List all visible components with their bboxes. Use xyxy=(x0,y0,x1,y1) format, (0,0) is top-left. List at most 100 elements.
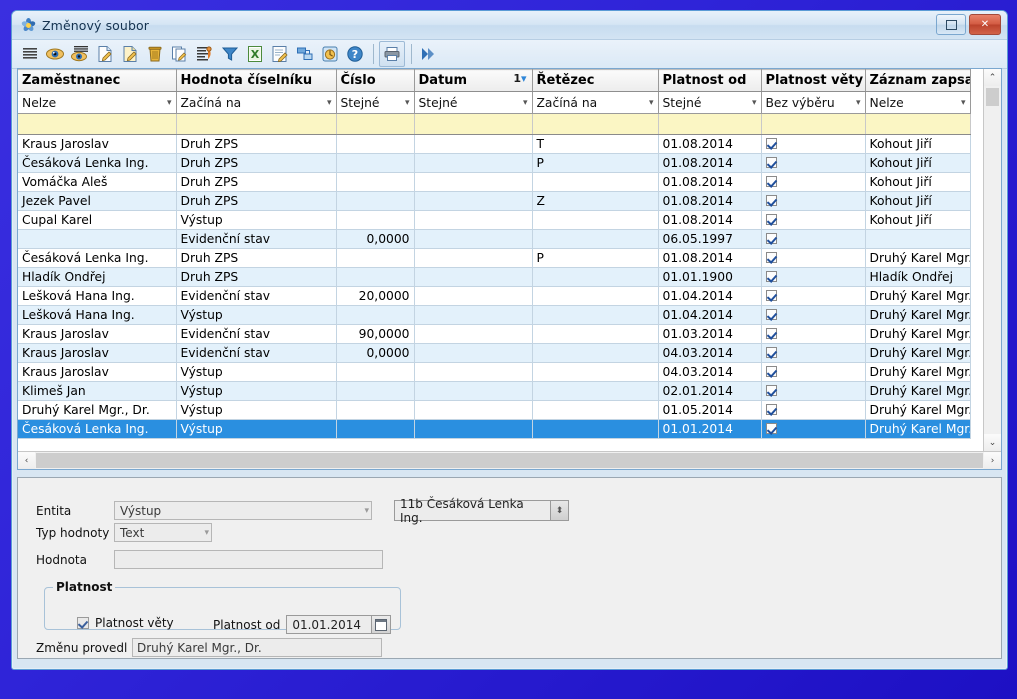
cell-datum[interactable] xyxy=(414,343,533,363)
cell-platnost_vety[interactable] xyxy=(761,324,866,344)
cell-datum[interactable] xyxy=(414,419,533,439)
view-icon[interactable] xyxy=(43,42,67,66)
cell-zamestnanec[interactable]: Hladík Ondřej xyxy=(18,267,177,287)
cell-retezec[interactable]: P xyxy=(532,248,659,268)
table-row[interactable]: Kraus Jaroslav Evidenční stav 90,0000 01.03… xyxy=(18,324,971,344)
cell-retezec[interactable] xyxy=(532,362,659,382)
lookup-button-icon[interactable]: ⬍ xyxy=(550,501,568,520)
cell-cislo[interactable] xyxy=(336,153,415,173)
record-valid-checkbox[interactable] xyxy=(765,347,777,358)
scroll-right-button[interactable]: › xyxy=(984,452,1001,469)
sort-indicator[interactable]: 1▾ xyxy=(513,72,527,85)
column-header-0[interactable]: Zaměstnanec xyxy=(18,69,177,92)
cell-datum[interactable] xyxy=(414,172,533,192)
cell-datum[interactable] xyxy=(414,381,533,401)
cell-retezec[interactable]: Z xyxy=(532,191,659,211)
restore-button[interactable] xyxy=(936,14,966,35)
column-header-6[interactable]: Platnost věty xyxy=(761,69,866,92)
cell-zapsal[interactable]: Kohout Jiří xyxy=(865,210,971,230)
filter-value-input-5[interactable] xyxy=(658,113,762,135)
cell-retezec[interactable] xyxy=(532,324,659,344)
record-valid-checkbox[interactable] xyxy=(765,309,777,320)
cell-retezec[interactable] xyxy=(532,267,659,287)
filter-value-input-6[interactable] xyxy=(761,113,866,135)
cell-hodnota[interactable]: Evidenční stav xyxy=(176,229,337,249)
vertical-scroll-thumb[interactable] xyxy=(986,88,999,106)
cell-cislo[interactable] xyxy=(336,267,415,287)
scroll-left-button[interactable]: ‹ xyxy=(18,452,35,469)
cell-zapsal[interactable]: Kohout Jiří xyxy=(865,134,971,154)
table-row[interactable]: Lešková Hana Ing. Evidenční stav 20,0000 01… xyxy=(18,286,971,306)
cell-platnost_vety[interactable] xyxy=(761,286,866,306)
filter-operator-cell-4[interactable]: Začíná na ▾ xyxy=(532,91,659,114)
horizontal-scroll-thumb[interactable] xyxy=(36,453,983,468)
cell-datum[interactable] xyxy=(414,229,533,249)
cell-platnost_vety[interactable] xyxy=(761,362,866,382)
filter-operator-cell-0[interactable]: Nelze ▾ xyxy=(18,91,177,114)
cell-cislo[interactable] xyxy=(336,381,415,401)
platnost-vety-checkbox-row[interactable]: Platnost věty xyxy=(77,616,174,630)
platnost-od-datefield[interactable]: 01.01.2014 xyxy=(286,615,392,634)
filter-operator-select[interactable]: Začíná na ▾ xyxy=(177,93,336,113)
cell-platnost_od[interactable]: 01.08.2014 xyxy=(658,134,762,154)
cell-platnost_vety[interactable] xyxy=(761,419,866,439)
record-valid-checkbox[interactable] xyxy=(765,271,777,282)
cell-cislo[interactable] xyxy=(336,419,415,439)
record-valid-checkbox[interactable] xyxy=(765,385,777,396)
cell-platnost_vety[interactable] xyxy=(761,229,866,249)
cell-platnost_od[interactable]: 01.08.2014 xyxy=(658,172,762,192)
cell-hodnota[interactable]: Evidenční stav xyxy=(176,286,337,306)
cell-zapsal[interactable] xyxy=(865,229,971,249)
filter-value-input-0[interactable] xyxy=(18,113,177,135)
new-document-icon[interactable] xyxy=(93,42,117,66)
edit-document-icon[interactable] xyxy=(118,42,142,66)
cell-datum[interactable] xyxy=(414,210,533,230)
filter-operator-cell-6[interactable]: Bez výběru ▾ xyxy=(761,91,866,114)
cell-platnost_od[interactable]: 04.03.2014 xyxy=(658,362,762,382)
cell-platnost_od[interactable]: 01.08.2014 xyxy=(658,210,762,230)
cell-zapsal[interactable]: Druhý Karel Mgr., xyxy=(865,381,971,401)
filter-operator-select[interactable]: Bez výběru ▾ xyxy=(762,93,865,113)
cell-hodnota[interactable]: Druh ZPS xyxy=(176,267,337,287)
cell-zapsal[interactable]: Druhý Karel Mgr., xyxy=(865,419,971,439)
cell-retezec[interactable]: P xyxy=(532,153,659,173)
cell-hodnota[interactable]: Výstup xyxy=(176,362,337,382)
record-valid-checkbox[interactable] xyxy=(765,404,777,415)
cell-zapsal[interactable]: Kohout Jiří xyxy=(865,172,971,192)
next-icon[interactable] xyxy=(417,42,441,66)
table-row[interactable]: Jezek Pavel Druh ZPS Z 01.08.2014 Kohout Jiř… xyxy=(18,191,971,211)
record-valid-checkbox[interactable] xyxy=(765,290,777,301)
column-header-2[interactable]: Číslo xyxy=(336,69,415,92)
filter-icon[interactable] xyxy=(218,42,242,66)
table-row[interactable]: Vomáčka Aleš Druh ZPS 01.08.2014 Kohout Jiř… xyxy=(18,172,971,192)
cell-platnost_od[interactable]: 01.01.2014 xyxy=(658,419,762,439)
help-icon[interactable]: ? xyxy=(343,42,367,66)
cell-zamestnanec[interactable]: Druhý Karel Mgr., Dr. xyxy=(18,400,177,420)
calendar-icon[interactable] xyxy=(371,616,391,633)
record-valid-checkbox[interactable] xyxy=(765,252,777,263)
record-valid-checkbox[interactable] xyxy=(765,157,777,168)
cell-datum[interactable] xyxy=(414,248,533,268)
cell-datum[interactable] xyxy=(414,362,533,382)
table-row[interactable]: Česáková Lenka Ing. Druh ZPS P 01.08.2014 Ko… xyxy=(18,153,971,173)
cell-platnost_od[interactable]: 02.01.2014 xyxy=(658,381,762,401)
cell-zapsal[interactable]: Kohout Jiří xyxy=(865,191,971,211)
cell-zamestnanec[interactable]: Česáková Lenka Ing. xyxy=(18,248,177,268)
platnost-vety-checkbox[interactable] xyxy=(77,617,89,629)
copy-document-icon[interactable] xyxy=(168,42,192,66)
table-row[interactable]: Hladík Ondřej Druh ZPS 01.01.1900 Hladík On… xyxy=(18,267,971,287)
cell-cislo[interactable] xyxy=(336,362,415,382)
print-icon[interactable] xyxy=(379,41,405,67)
cell-platnost_od[interactable]: 01.04.2014 xyxy=(658,286,762,306)
cell-zamestnanec[interactable] xyxy=(18,229,177,249)
cell-platnost_vety[interactable] xyxy=(761,400,866,420)
cell-zamestnanec[interactable]: Vomáčka Aleš xyxy=(18,172,177,192)
cell-datum[interactable] xyxy=(414,134,533,154)
cell-platnost_vety[interactable] xyxy=(761,134,866,154)
record-valid-checkbox[interactable] xyxy=(765,328,777,339)
cell-retezec[interactable] xyxy=(532,210,659,230)
filter-value-input-3[interactable] xyxy=(414,113,533,135)
cell-hodnota[interactable]: Evidenční stav xyxy=(176,343,337,363)
table-row[interactable]: Česáková Lenka Ing. Druh ZPS P 01.08.2014 Dr… xyxy=(18,248,971,268)
column-header-3[interactable]: Datum 1▾ xyxy=(414,69,533,92)
